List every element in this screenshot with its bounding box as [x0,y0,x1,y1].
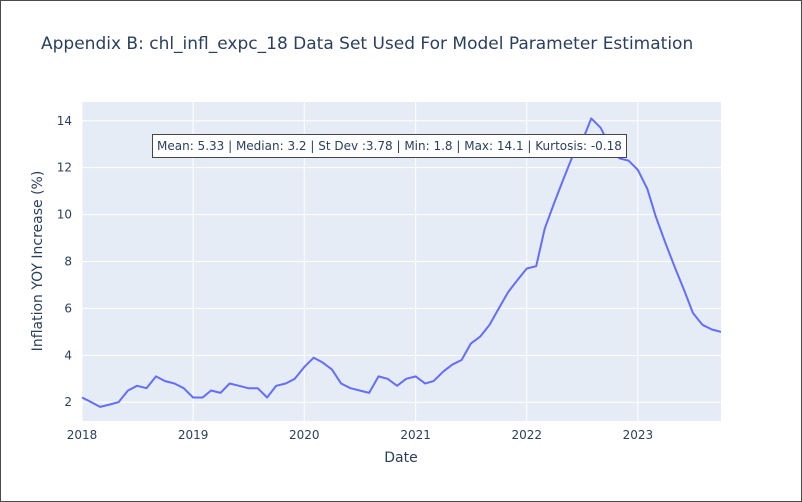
y-tick-labels: 2 4 6 8 10 12 14 [57,114,72,409]
x-tick-label: 2018 [67,428,98,442]
y-tick-label: 6 [64,301,72,315]
x-axis-title: Date [384,450,417,466]
x-tick-label: 2020 [289,428,320,442]
x-tick-label: 2022 [511,428,542,442]
y-tick-label: 4 [64,348,72,362]
x-tick-labels: 2018 2019 2020 2021 2022 2023 [67,428,653,442]
y-axis-title: Inflation YOY Increase (%) [30,171,46,352]
y-tick-label: 12 [57,161,72,175]
x-tick-label: 2019 [178,428,209,442]
x-tick-label: 2023 [623,428,654,442]
stats-annotation: Mean: 5.33 | Median: 3.2 | St Dev :3.78 … [152,134,627,158]
y-tick-label: 14 [57,114,72,128]
y-tick-label: 10 [57,208,72,222]
x-tick-label: 2021 [400,428,431,442]
y-tick-label: 2 [64,395,72,409]
chart-title: Appendix B: chl_infl_expc_18 Data Set Us… [41,34,694,54]
y-tick-label: 8 [64,255,72,269]
